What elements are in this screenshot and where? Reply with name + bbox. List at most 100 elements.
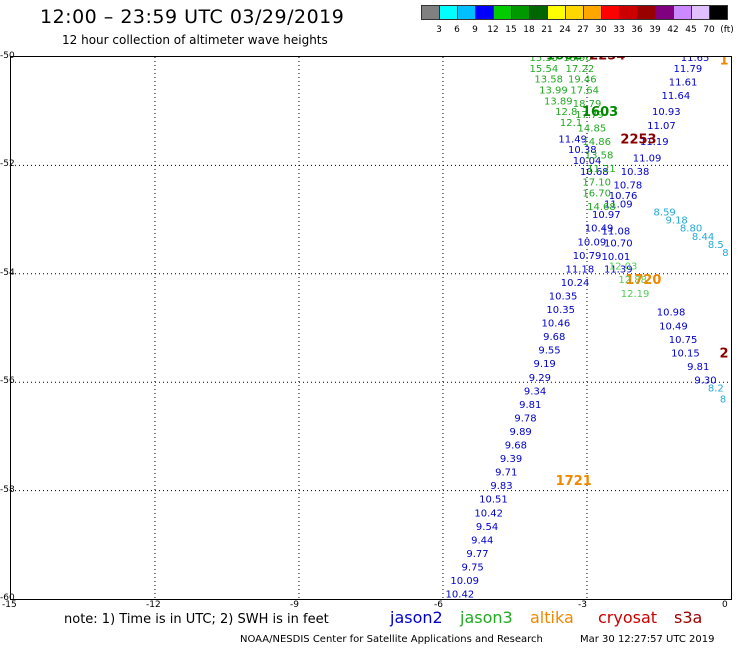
wave-height-value: 9.54 xyxy=(476,522,498,533)
pass-time-label: 1721 xyxy=(556,474,592,489)
wave-height-value: 11.61 xyxy=(669,77,698,88)
wave-height-value: 11.09 xyxy=(604,199,633,210)
wave-height-value: 8.2 xyxy=(708,384,724,395)
wave-height-value: 8 xyxy=(722,248,728,259)
footnote: note: 1) Time is in UTC; 2) SWH is in fe… xyxy=(64,612,329,627)
color-swatch xyxy=(475,5,494,20)
wave-height-value: 9.83 xyxy=(490,481,512,492)
wave-height-value: 10.42 xyxy=(474,508,503,519)
color-swatch xyxy=(439,5,458,20)
wave-height-value: 11.08 xyxy=(602,226,631,237)
wave-height-value: 9.89 xyxy=(510,427,532,438)
wave-height-value: 8.80 xyxy=(680,224,702,235)
wave-height-value: 10.98 xyxy=(657,308,686,319)
wave-height-value: 9.77 xyxy=(466,549,488,560)
wave-height-value: 11.09 xyxy=(633,153,662,164)
satellite-legend-item: jason2 xyxy=(390,608,443,627)
color-swatch xyxy=(583,5,602,20)
wave-height-value: 10.49 xyxy=(585,224,614,235)
longitude-label: -3 xyxy=(578,600,587,610)
wave-height-value: 9.30 xyxy=(694,375,716,386)
color-swatch xyxy=(547,5,566,20)
longitude-label: -12 xyxy=(146,600,161,610)
color-swatch xyxy=(637,5,656,20)
color-tick-label: 12 xyxy=(487,25,499,35)
wave-height-value: 14.85 xyxy=(578,123,607,134)
wave-height-value: 13.89 xyxy=(544,96,573,107)
color-swatch xyxy=(655,5,674,20)
wave-height-value: 10.68 xyxy=(580,167,609,178)
wave-height-value: 13.99 xyxy=(539,86,568,97)
wave-height-value: 10.46 xyxy=(542,319,571,330)
wave-height-value: 18.90 xyxy=(563,57,592,64)
color-tick-label: 27 xyxy=(577,25,589,35)
wave-height-value: 17.79 xyxy=(575,110,604,121)
wave-height-value: 10.70 xyxy=(604,238,633,249)
wave-height-value: 12.8 xyxy=(555,107,577,118)
wave-height-value: 10.38 xyxy=(568,145,597,156)
color-unit-label: (ft) xyxy=(720,25,734,35)
wave-height-value: 10.49 xyxy=(659,321,688,332)
wave-height-value: 12.19 xyxy=(621,289,650,300)
wave-height-value: 9.55 xyxy=(538,346,560,357)
wave-height-value: 9.19 xyxy=(534,359,556,370)
wave-height-value: 9.44 xyxy=(471,535,493,546)
color-swatch xyxy=(565,5,584,20)
wave-height-value: 9.71 xyxy=(495,468,517,479)
color-swatch xyxy=(601,5,620,20)
wave-height-value: 9.81 xyxy=(519,400,541,411)
color-swatch xyxy=(493,5,512,20)
wave-height-value: 10.79 xyxy=(573,251,602,262)
credit-line: NOAA/NESDIS Center for Satellite Applica… xyxy=(240,634,543,645)
wave-height-value: 9.75 xyxy=(462,562,484,573)
wave-height-value: 11.65 xyxy=(681,57,710,64)
color-tick-label: 33 xyxy=(613,25,625,35)
latitude-label: -54 xyxy=(0,267,15,278)
latitude-label: -50 xyxy=(0,51,15,61)
color-tick-label: 6 xyxy=(454,25,460,35)
color-tick-label: 36 xyxy=(631,25,643,35)
wave-height-value: 10.93 xyxy=(652,107,681,118)
wave-height-value: 9.78 xyxy=(514,413,536,424)
satellite-legend-item: cryosat xyxy=(598,608,658,627)
color-swatch xyxy=(529,5,548,20)
color-swatch xyxy=(673,5,692,20)
wave-height-value: 10.75 xyxy=(669,335,698,346)
wave-height-value: 12.88 xyxy=(618,275,647,286)
wave-height-value: 10.42 xyxy=(446,590,475,599)
latitude-label: -52 xyxy=(0,159,15,170)
wave-height-value: 10.51 xyxy=(479,495,508,506)
longitude-label: -9 xyxy=(290,600,299,610)
map-area[interactable]: 11.65 11.79 11.61 11.64 10.93 11.07 11.19 11.09… xyxy=(10,48,732,622)
wave-height-value: 9.81 xyxy=(687,362,709,373)
wave-height-value: 11.39 xyxy=(604,264,633,275)
wave-height-value: 15.54 xyxy=(530,64,559,75)
latitude-label: -60 xyxy=(0,593,15,603)
wave-height-value: 19.46 xyxy=(568,75,597,86)
color-tick-label: 9 xyxy=(472,25,478,35)
color-tick-label: 18 xyxy=(523,25,535,35)
color-tick-label: 45 xyxy=(685,25,697,35)
color-tick-label: 21 xyxy=(541,25,553,35)
color-tick-label: 39 xyxy=(649,25,661,35)
wave-height-value: 11.79 xyxy=(674,64,703,75)
color-swatch xyxy=(421,5,440,20)
color-tick-label: 30 xyxy=(595,25,607,35)
wave-height-value: 10.38 xyxy=(621,167,650,178)
pass-time-label: 1603 xyxy=(582,105,618,120)
latitude-label: -58 xyxy=(0,484,15,495)
wave-height-value: 13.58 xyxy=(585,151,614,162)
satellite-legend-item: s3a xyxy=(674,608,703,627)
wave-height-value: 13.58 xyxy=(534,75,563,86)
wave-height-value: 17.64 xyxy=(570,86,599,97)
wave-height-value: 10.35 xyxy=(549,291,578,302)
wave-height-value: 9.68 xyxy=(505,441,527,452)
wave-height-value: 17.10 xyxy=(582,178,611,189)
wave-height-value: 8.44 xyxy=(692,232,714,243)
color-tick-label: 3 xyxy=(436,25,442,35)
wave-height-value: 10.04 xyxy=(573,156,602,167)
wave-height-value: 10.78 xyxy=(614,180,643,191)
color-tick-label: 15 xyxy=(505,25,517,35)
pass-time-label: 1602 xyxy=(546,57,582,63)
pass-time-label: 2 xyxy=(720,346,729,361)
